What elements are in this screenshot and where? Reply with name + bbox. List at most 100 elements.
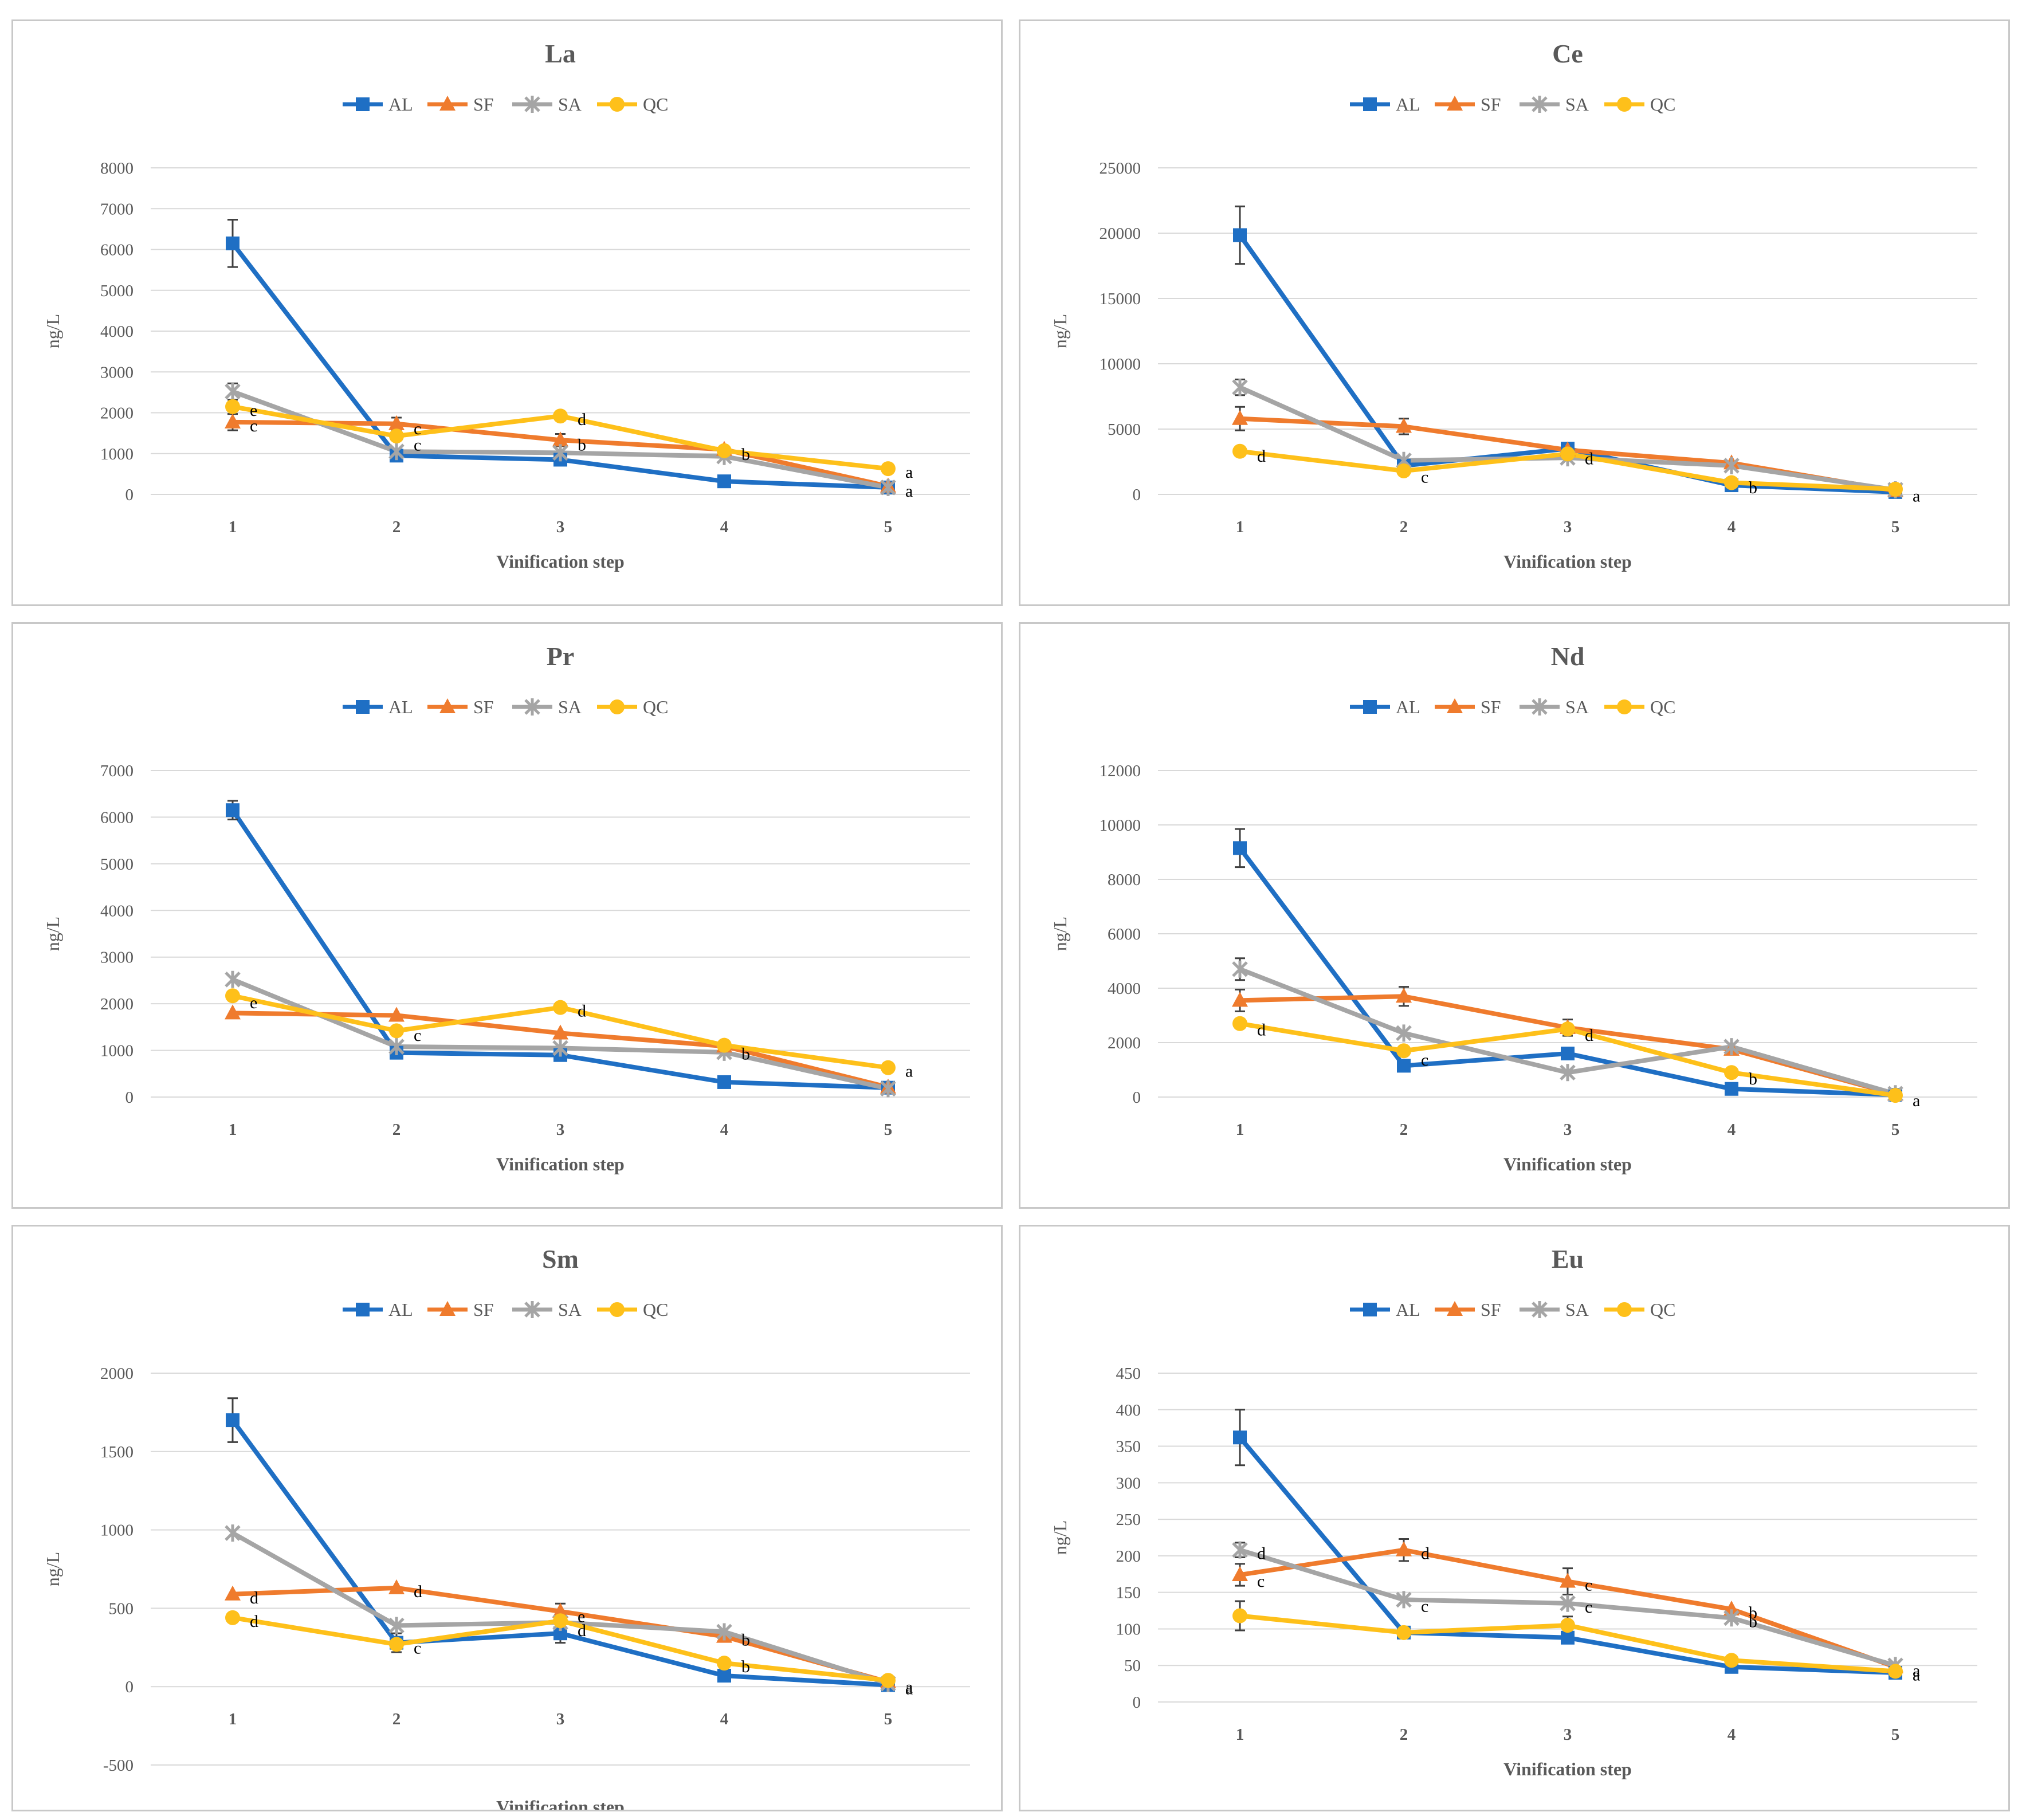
legend-label-qc: QC — [1650, 94, 1675, 115]
legend-entry-al: AL — [343, 697, 413, 717]
chart-svg-eu: Eu AL SF SA QC 0 50 100 150 200 250 300 350 400 450 1 2 3… — [1050, 1244, 1977, 1779]
data-point-al — [226, 1413, 240, 1428]
significance-letter: b — [1749, 1070, 1757, 1088]
legend-label-sf: SF — [473, 94, 494, 115]
legend-entry-sa: SA — [1520, 697, 1589, 717]
data-point-sa — [1560, 1594, 1576, 1612]
y-tick-label: 8000 — [100, 159, 134, 178]
x-axis-title: Vinification step — [496, 1154, 625, 1174]
y-tick-label: 5000 — [1108, 420, 1141, 439]
chart-panel-la: La AL SF SA QC 0 1000 2000 3000 4000 5000 6000 7000 8… — [11, 19, 1003, 606]
data-point-qc — [553, 1000, 568, 1015]
significance-letter: a — [1913, 487, 1920, 506]
data-point-qc — [881, 1673, 896, 1688]
legend-marker-al — [356, 97, 370, 111]
y-axis-title: ng/L — [42, 917, 63, 951]
chart-title: La — [545, 39, 576, 68]
significance-letter: d — [578, 1621, 586, 1640]
legend-label-al: AL — [1396, 697, 1420, 717]
x-tick-label: 1 — [1236, 1725, 1244, 1744]
y-tick-label: 450 — [1116, 1365, 1141, 1383]
significance-letter: d — [1257, 1021, 1266, 1040]
x-tick-label: 4 — [720, 1121, 729, 1139]
significance-letter: c — [1585, 1598, 1592, 1617]
legend-entry-qc: QC — [1604, 697, 1675, 717]
data-point-sa — [552, 444, 568, 462]
legend-entry-al: AL — [1350, 697, 1420, 717]
legend-marker-al — [356, 700, 370, 714]
data-point-sa — [1396, 1591, 1412, 1609]
legend-marker-sf — [439, 1301, 456, 1316]
legend-label-al: AL — [388, 94, 413, 115]
data-point-sa — [225, 383, 241, 400]
x-tick-label: 2 — [1400, 1725, 1408, 1744]
legend-marker-qc — [610, 699, 625, 714]
y-tick-label: 8000 — [1108, 871, 1141, 889]
significance-letter: c — [414, 419, 421, 438]
x-tick-label: 2 — [1400, 518, 1408, 536]
y-tick-label: 2000 — [100, 404, 134, 423]
legend-label-sf: SF — [473, 1299, 494, 1320]
x-axis-title: Vinification step — [1503, 551, 1632, 572]
x-tick-label: 4 — [1728, 518, 1736, 536]
y-tick-label: 3000 — [100, 949, 134, 967]
x-tick-label: 1 — [229, 518, 237, 536]
significance-letter: c — [1585, 1576, 1592, 1595]
x-tick-label: 3 — [556, 1121, 565, 1139]
data-point-sf — [225, 413, 241, 429]
legend-entry-al: AL — [1350, 94, 1420, 115]
data-point-sa — [1723, 457, 1740, 474]
data-point-al — [1397, 1059, 1411, 1073]
legend-entry-sf: SF — [427, 1299, 494, 1320]
data-point-al — [717, 1075, 731, 1089]
legend-marker-qc — [610, 97, 625, 112]
y-tick-label: 6000 — [1108, 925, 1141, 944]
data-point-al — [1561, 1630, 1575, 1645]
significance-letter: d — [1257, 447, 1266, 466]
y-tick-label: 6000 — [100, 241, 134, 260]
data-point-qc — [1724, 1065, 1739, 1080]
data-point-qc — [1560, 1618, 1575, 1633]
legend-entry-sf: SF — [1435, 697, 1501, 717]
significance-letter: a — [905, 1679, 913, 1698]
legend-marker-sa — [524, 698, 540, 716]
y-tick-label: 20000 — [1100, 225, 1141, 243]
legend-entry-sa: SA — [512, 697, 582, 717]
data-point-sa — [225, 970, 241, 988]
x-axis-title: Vinification step — [496, 1797, 625, 1810]
x-tick-label: 5 — [1891, 1121, 1900, 1139]
y-tick-label: 0 — [1133, 486, 1141, 504]
x-tick-label: 2 — [392, 518, 401, 536]
data-point-al — [1233, 841, 1247, 855]
x-tick-label: 1 — [229, 1121, 237, 1139]
data-point-qc — [1396, 1043, 1411, 1059]
legend-label-qc: QC — [643, 1299, 668, 1320]
significance-letter: b — [741, 1045, 750, 1064]
x-tick-label: 3 — [1564, 1121, 1572, 1139]
legend-marker-sa — [1532, 1301, 1548, 1318]
data-point-sf — [1396, 1541, 1412, 1556]
chart-title: Sm — [542, 1244, 579, 1273]
x-tick-label: 5 — [884, 1710, 893, 1728]
data-point-sa — [1723, 1609, 1740, 1627]
data-point-sa — [388, 1038, 405, 1056]
significance-letter: c — [1421, 468, 1428, 487]
y-axis-title: ng/L — [1050, 314, 1070, 348]
legend-label-sa: SA — [1565, 697, 1589, 717]
data-point-sf — [552, 431, 568, 447]
chart-svg-pr: Pr AL SF SA QC 0 1000 2000 3000 4000 5000 6000 7000 1… — [42, 642, 970, 1174]
data-point-sf — [225, 1004, 241, 1020]
data-point-qc — [225, 399, 240, 414]
legend-marker-qc — [1617, 699, 1632, 714]
data-point-sa — [880, 1080, 896, 1098]
legend-marker-qc — [610, 1302, 625, 1317]
x-tick-label: 4 — [720, 1710, 729, 1728]
legend-label-qc: QC — [643, 697, 668, 717]
x-tick-label: 1 — [1236, 1121, 1244, 1139]
y-tick-label: 3000 — [100, 363, 134, 382]
y-tick-label: 300 — [1116, 1474, 1141, 1492]
y-tick-label: 1000 — [100, 1042, 134, 1060]
y-tick-label: 15000 — [1100, 290, 1141, 308]
series-line-al — [230, 1418, 889, 1688]
